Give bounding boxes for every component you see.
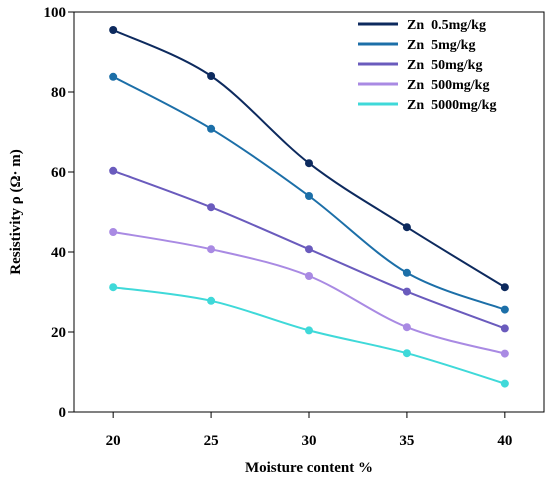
data-point bbox=[207, 296, 216, 305]
data-point bbox=[109, 26, 118, 34]
legend-label: Zn 50mg/kg bbox=[407, 58, 482, 73]
x-axis-title: Moisture content % bbox=[245, 460, 373, 476]
y-axis-title: Resistivity ρ (Ω· m) bbox=[8, 149, 24, 274]
series-line-4 bbox=[113, 286, 506, 385]
data-point bbox=[109, 228, 118, 236]
data-point bbox=[109, 72, 118, 81]
data-point bbox=[305, 159, 313, 168]
legend-label: Zn 0.5mg/kg bbox=[407, 18, 486, 33]
legend-label: Zn 5mg/kg bbox=[407, 38, 475, 53]
data-point bbox=[207, 72, 216, 80]
data-point bbox=[207, 124, 216, 133]
legend: Zn 0.5mg/kg Zn 5mg/kg Zn 50mg/kg Zn 500mg/k… bbox=[358, 18, 496, 113]
data-point bbox=[305, 245, 313, 254]
data-point bbox=[305, 326, 313, 335]
data-point bbox=[402, 349, 411, 358]
x-tick-label: 25 bbox=[204, 433, 219, 449]
data-point bbox=[402, 323, 411, 332]
data-point bbox=[109, 166, 118, 175]
y-tick-label: 80 bbox=[51, 85, 66, 101]
data-point bbox=[500, 305, 509, 314]
data-point bbox=[207, 203, 216, 212]
y-tick-label: 100 bbox=[44, 5, 67, 21]
x-tick-label: 40 bbox=[497, 433, 512, 449]
data-point bbox=[500, 283, 509, 292]
y-tick-label: 20 bbox=[51, 325, 66, 341]
x-tick-label: 30 bbox=[302, 433, 317, 449]
data-point bbox=[500, 324, 509, 333]
y-tick-label: 0 bbox=[59, 405, 67, 421]
data-point bbox=[500, 349, 509, 358]
data-point bbox=[305, 272, 313, 280]
data-point bbox=[402, 223, 411, 232]
y-axis: 0 20 40 60 80 100 bbox=[44, 5, 74, 421]
data-point bbox=[500, 379, 509, 388]
series-points bbox=[109, 26, 509, 388]
y-tick-label: 40 bbox=[51, 245, 66, 261]
data-point bbox=[402, 287, 411, 296]
x-tick-label: 35 bbox=[399, 433, 414, 449]
legend-label: Zn 500mg/kg bbox=[407, 78, 489, 93]
data-point bbox=[109, 283, 118, 292]
data-point bbox=[402, 268, 411, 277]
data-point bbox=[305, 192, 313, 200]
x-tick-label: 20 bbox=[106, 433, 121, 449]
legend-label: Zn 5000mg/kg bbox=[407, 98, 496, 113]
data-point bbox=[207, 245, 216, 254]
x-axis: 20 25 30 35 40 bbox=[106, 412, 512, 449]
y-tick-label: 60 bbox=[51, 165, 66, 181]
